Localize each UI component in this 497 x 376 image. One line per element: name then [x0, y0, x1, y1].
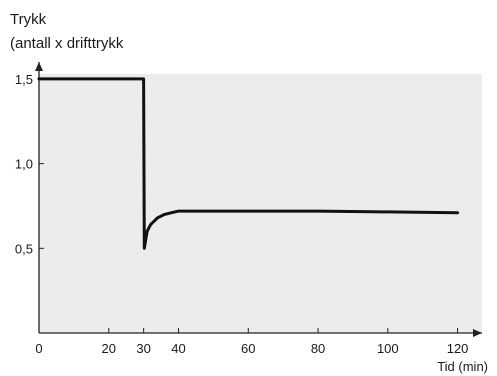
x-tick-label-80: 80 [311, 341, 325, 356]
x-tick-label-0: 0 [35, 341, 42, 356]
x-tick-label-30: 30 [136, 341, 150, 356]
x-tick-label-20: 20 [102, 341, 116, 356]
x-axis-arrow [473, 329, 482, 337]
axes [35, 62, 482, 337]
x-tick-label-100: 100 [377, 341, 399, 356]
x-axis-label: Tid (min) [437, 359, 488, 374]
x-tick-label-40: 40 [171, 341, 185, 356]
x-tick-label-120: 120 [447, 341, 469, 356]
y-axis-label-line2: (antall x drifttrykk [10, 35, 124, 52]
y-tick-label-0,5: 0,5 [15, 241, 33, 256]
y-tick-label-1,5: 1,5 [15, 72, 33, 87]
y-axis-label-line1: Trykk [10, 11, 47, 28]
y-axis-arrow [35, 62, 43, 71]
series-line-0 [37, 77, 460, 250]
x-tick-label-60: 60 [241, 341, 255, 356]
y-tick-label-1,0: 1,0 [15, 157, 33, 172]
series-layer [37, 77, 460, 250]
plot-area [39, 74, 482, 333]
tick-marks: 0 20 30 40 60 80 100 120 0,5 1,0 1,5 [15, 72, 469, 356]
